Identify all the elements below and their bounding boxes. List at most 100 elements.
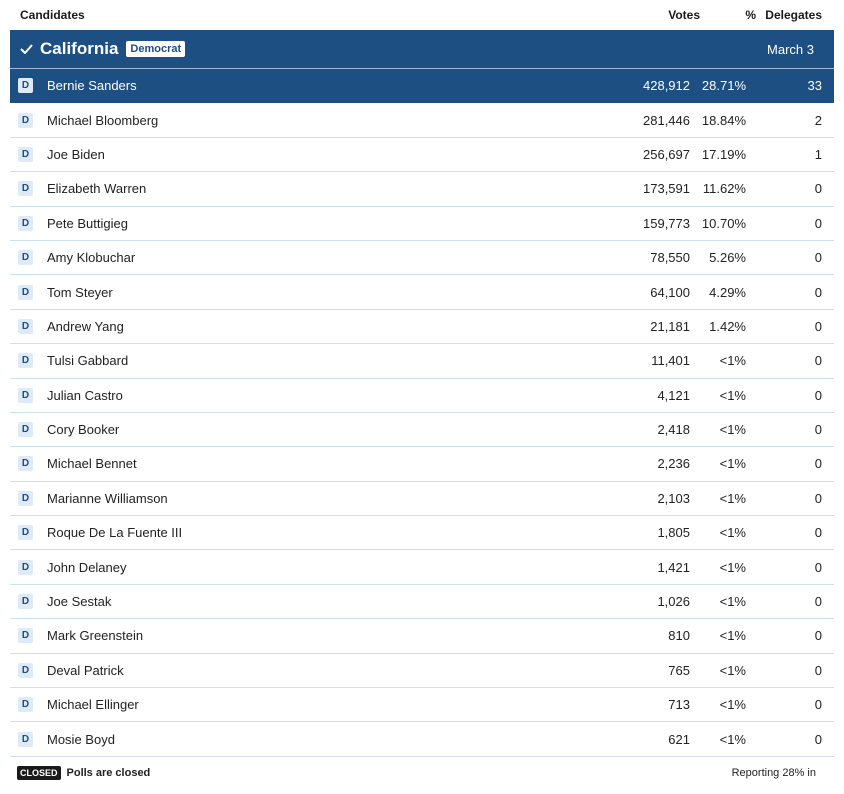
candidate-delegates: 0 [814,490,822,506]
candidate-delegates: 0 [814,525,822,541]
state-name: California [40,39,119,58]
candidate-votes: 2,236 [657,456,690,472]
candidate-pct: 18.84% [701,112,746,128]
candidate-name: Michael Bloomberg [47,112,159,128]
candidate-pct: 1.42% [709,318,746,334]
pct-header: % [745,8,756,22]
polls-status: Polls are closed [66,766,151,779]
candidate-pct: <1% [719,353,746,369]
candidate-pct: <1% [719,628,746,644]
check-icon [20,44,34,54]
candidate-row: D Joe Biden 256,697 17.19% 1 [10,138,834,173]
candidate-row: D Julian Castro 4,121 <1% 0 [10,379,834,413]
candidate-pct: <1% [719,662,746,678]
candidate-row: D John Delaney 1,421 <1% 0 [10,550,834,585]
candidate-name: Bernie Sanders [47,78,137,94]
candidate-pct: <1% [719,490,746,506]
candidate-row: D Joe Sestak 1,026 <1% 0 [10,585,834,620]
candidates-header: Candidates [20,8,85,22]
candidate-pct: <1% [719,387,746,403]
candidate-pct: 4.29% [709,284,746,300]
candidate-row: D Marianne Williamson 2,103 <1% 0 [10,482,834,517]
candidate-delegates: 0 [814,731,822,747]
party-badge-icon: D [18,250,33,266]
candidate-name: Tulsi Gabbard [47,353,129,369]
party-badge-icon: D [18,662,33,678]
candidate-delegates: 0 [814,318,822,334]
candidate-delegates: 33 [807,78,822,94]
candidate-votes: 810 [668,628,690,644]
candidate-delegates: 0 [814,697,822,713]
candidate-delegates: 1 [814,146,822,162]
candidate-row: D Mark Greenstein 810 <1% 0 [10,619,834,654]
candidate-row: D Tom Steyer 64,100 4.29% 0 [10,275,834,310]
candidate-delegates: 0 [814,353,822,369]
candidate-name: Deval Patrick [47,662,124,678]
candidate-pct: 11.62% [702,181,746,197]
party-badge-icon: D [18,594,33,610]
candidate-row: D Pete Buttigieg 159,773 10.70% 0 [10,207,834,241]
candidate-name: Cory Booker [47,422,120,438]
candidate-votes: 64,100 [650,284,690,300]
candidate-row: D Deval Patrick 765 <1% 0 [10,654,834,689]
candidate-delegates: 0 [814,250,822,266]
candidate-name: Tom Steyer [47,284,113,300]
candidate-votes: 1,026 [657,594,690,610]
candidate-name: Andrew Yang [47,318,124,334]
candidate-votes: 4,121 [657,387,690,403]
candidate-pct: <1% [719,456,746,472]
votes-header: Votes [668,8,700,22]
party-badge-icon: D [18,181,33,197]
candidate-delegates: 0 [814,594,822,610]
column-header: Candidates Votes % Delegates [0,0,844,30]
candidate-votes: 173,591 [643,181,690,197]
candidate-name: Amy Klobuchar [47,250,136,266]
candidate-pct: <1% [719,559,746,575]
candidate-name: Mark Greenstein [47,628,144,644]
candidate-row: D Michael Bloomberg 281,446 18.84% 2 [10,103,834,138]
party-badge-icon: D [18,353,33,369]
candidate-name: John Delaney [47,559,127,575]
candidate-votes: 159,773 [643,215,690,231]
candidate-pct: 17.19% [701,146,746,162]
candidate-pct: <1% [719,525,746,541]
candidate-votes: 256,697 [643,146,690,162]
candidate-row: D Michael Ellinger 713 <1% 0 [10,688,834,723]
candidate-votes: 621 [668,731,690,747]
candidate-row: D Bernie Sanders 428,912 28.71% 33 [10,69,834,104]
candidate-delegates: 2 [814,112,822,128]
candidate-row: D Elizabeth Warren 173,591 11.62% 0 [10,172,834,207]
candidate-pct: 10.70% [701,215,746,231]
candidate-row: D Roque De La Fuente III 1,805 <1% 0 [10,516,834,551]
reporting-status: Reporting 28% in [731,766,816,779]
candidate-delegates: 0 [814,662,822,678]
candidate-votes: 78,550 [650,250,690,266]
candidate-delegates: 0 [814,284,822,300]
party-badge-icon: D [18,387,33,403]
party-badge-icon: D [18,318,33,334]
candidate-votes: 428,912 [643,78,690,94]
candidate-name: Pete Buttigieg [47,215,128,231]
candidate-pct: 5.26% [709,250,746,266]
candidate-votes: 281,446 [643,112,690,128]
party-badge-icon: D [18,422,33,438]
candidate-name: Joe Biden [47,146,105,162]
candidate-delegates: 0 [814,387,822,403]
candidate-name: Julian Castro [47,387,123,403]
candidate-votes: 1,805 [657,525,690,541]
party-badge-icon: D [18,456,33,472]
candidate-delegates: 0 [814,215,822,231]
candidate-name: Elizabeth Warren [47,181,147,197]
candidate-votes: 1,421 [657,559,690,575]
candidate-pct: <1% [719,422,746,438]
party-badge-icon: D [18,146,33,162]
candidate-delegates: 0 [814,456,822,472]
candidate-row: D Andrew Yang 21,181 1.42% 0 [10,310,834,345]
candidate-delegates: 0 [814,628,822,644]
candidate-name: Roque De La Fuente III [47,525,183,541]
candidate-name: Michael Ellinger [47,697,139,713]
party-badge-icon: D [18,525,33,541]
party-badge-icon: D [18,490,33,506]
state-header[interactable]: California Democrat March 3 [10,30,834,69]
party-badge-icon: D [18,628,33,644]
